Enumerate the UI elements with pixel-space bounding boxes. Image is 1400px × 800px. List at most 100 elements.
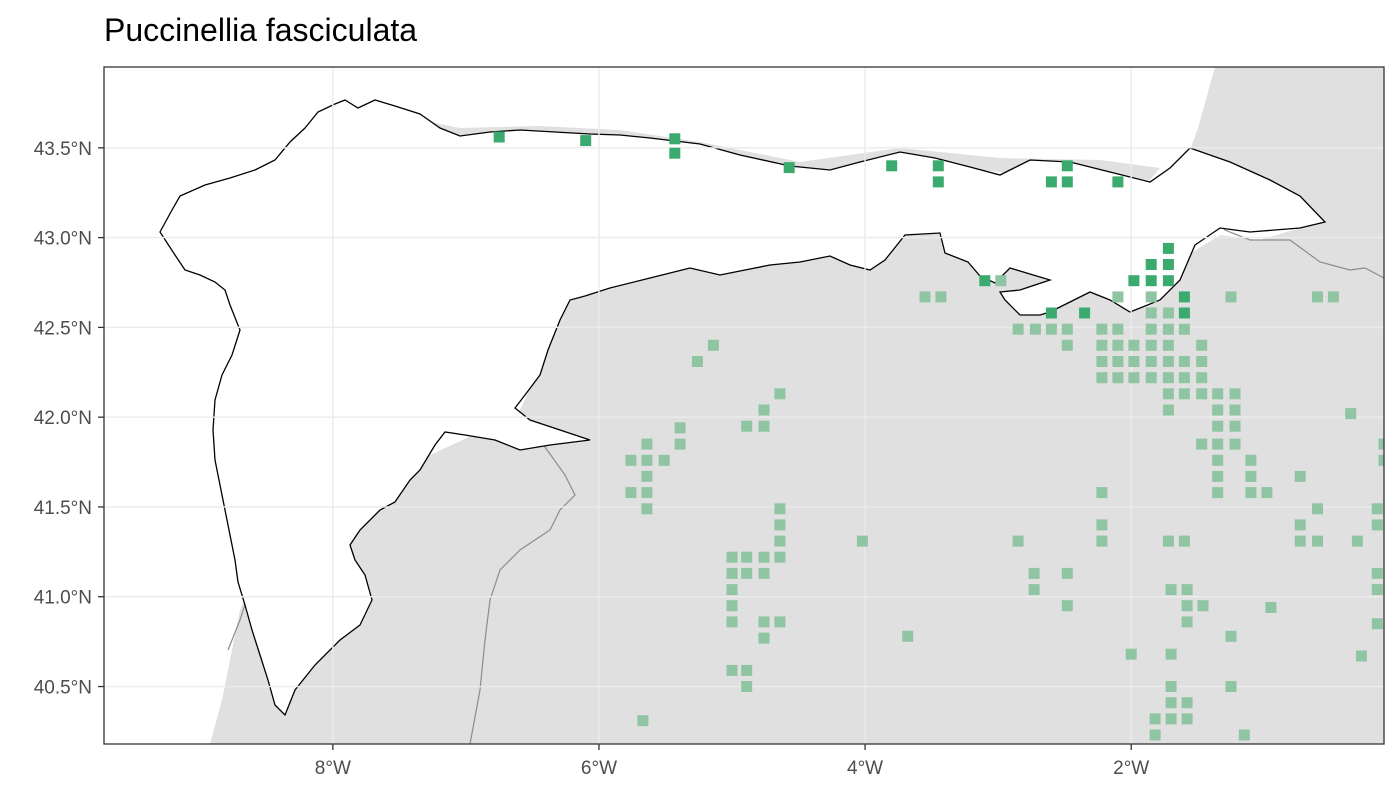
record-outside xyxy=(726,584,738,596)
record-outside xyxy=(1261,487,1273,499)
record-outside xyxy=(1312,291,1323,303)
record-outside xyxy=(726,664,738,676)
record-outside xyxy=(641,503,653,515)
record-outside xyxy=(691,356,703,367)
record-outside xyxy=(856,535,868,547)
record-inside xyxy=(1178,307,1190,319)
record-outside xyxy=(1162,372,1174,384)
record-outside xyxy=(1212,388,1224,400)
record-outside xyxy=(1245,487,1257,499)
record-outside xyxy=(625,487,637,499)
record-inside xyxy=(493,131,505,143)
record-outside xyxy=(774,616,786,628)
record-outside xyxy=(1112,323,1124,335)
record-outside xyxy=(1162,404,1174,416)
record-outside xyxy=(641,487,653,499)
record-outside xyxy=(1145,291,1157,303)
record-inside xyxy=(1045,307,1057,319)
record-outside xyxy=(674,422,686,434)
record-inside xyxy=(669,133,681,145)
record-outside xyxy=(1096,356,1108,367)
record-outside xyxy=(1145,307,1157,319)
record-outside xyxy=(741,681,753,692)
record-outside xyxy=(1196,339,1208,351)
record-outside xyxy=(1149,713,1161,725)
record-outside xyxy=(1181,600,1193,612)
record-outside xyxy=(1145,372,1157,384)
record-outside xyxy=(1212,438,1224,450)
record-outside xyxy=(1212,487,1224,499)
record-outside xyxy=(1229,404,1241,416)
record-outside xyxy=(1345,408,1357,420)
x-tick-label: 2°W xyxy=(1113,758,1149,779)
record-outside xyxy=(1029,323,1041,335)
record-outside xyxy=(1178,323,1190,335)
record-outside xyxy=(707,339,719,351)
record-outside xyxy=(1229,388,1241,400)
records-inside-area xyxy=(493,131,1190,319)
record-outside xyxy=(1265,602,1277,613)
record-outside xyxy=(1385,600,1396,611)
record-outside xyxy=(1165,681,1177,692)
record-outside xyxy=(758,420,770,432)
record-outside xyxy=(758,404,770,416)
record-inside xyxy=(1061,160,1073,172)
record-outside xyxy=(1145,339,1157,351)
record-outside xyxy=(774,388,786,400)
record-outside xyxy=(1181,713,1193,725)
record-inside xyxy=(1061,176,1073,188)
record-inside xyxy=(1162,242,1174,254)
record-outside xyxy=(1096,519,1108,531)
record-outside xyxy=(1162,323,1174,335)
longitude-gridlines xyxy=(332,67,1132,744)
y-tick-label: 41.5°N xyxy=(34,498,92,519)
record-outside xyxy=(1128,339,1140,351)
record-outside xyxy=(1378,438,1384,450)
record-outside xyxy=(1197,600,1209,612)
y-tick-label: 40.5°N xyxy=(34,678,92,699)
record-outside xyxy=(1128,372,1140,384)
record-outside xyxy=(641,454,653,466)
record-outside xyxy=(741,664,753,676)
record-outside xyxy=(1096,339,1108,351)
record-outside xyxy=(1061,600,1073,612)
record-outside xyxy=(1125,648,1137,660)
record-outside xyxy=(1371,584,1383,596)
page-title: Puccinellia fasciculata xyxy=(104,12,418,48)
y-tick-label: 43.5°N xyxy=(34,139,92,160)
record-inside xyxy=(1145,275,1157,287)
record-outside xyxy=(774,503,786,515)
study-area xyxy=(159,99,1327,717)
record-outside xyxy=(1212,420,1224,432)
record-outside xyxy=(1012,323,1024,335)
record-inside xyxy=(1145,259,1157,270)
record-outside xyxy=(1245,470,1257,482)
record-outside xyxy=(1112,372,1124,384)
x-tick-label: 6°W xyxy=(581,758,617,779)
record-outside xyxy=(1225,291,1237,303)
record-inside xyxy=(932,160,944,172)
records-outside-area xyxy=(625,275,1396,741)
record-outside xyxy=(1165,713,1177,725)
record-outside xyxy=(1165,584,1177,596)
record-outside xyxy=(1378,454,1384,466)
map-panel-border xyxy=(103,66,1385,745)
record-outside xyxy=(1178,535,1190,547)
record-outside xyxy=(1294,519,1306,531)
record-outside xyxy=(758,632,770,644)
record-inside xyxy=(979,275,991,287)
record-outside xyxy=(1162,307,1174,319)
record-outside xyxy=(1212,404,1224,416)
y-tick-label: 42.0°N xyxy=(34,408,92,429)
record-outside xyxy=(1162,356,1174,367)
record-outside xyxy=(1112,356,1124,367)
record-outside xyxy=(1165,697,1177,709)
record-outside xyxy=(1096,535,1108,547)
x-axis: 8°W 6°W 4°W 2°W xyxy=(315,744,1149,779)
record-outside xyxy=(1128,356,1140,367)
record-outside xyxy=(1196,388,1208,400)
y-tick-label: 42.5°N xyxy=(34,318,92,339)
record-outside xyxy=(1351,535,1363,547)
record-outside xyxy=(758,616,770,628)
record-outside xyxy=(726,551,738,563)
